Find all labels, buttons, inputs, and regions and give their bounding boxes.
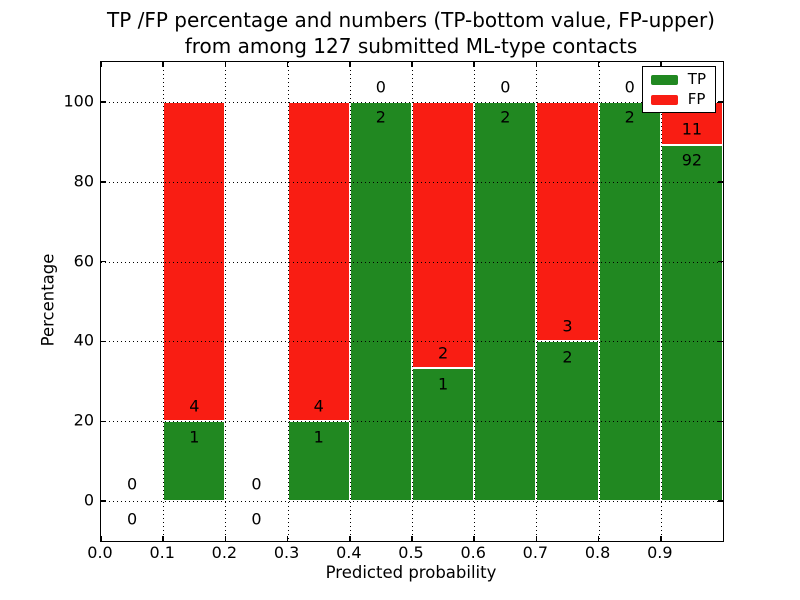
x-tick-label: 0.5 bbox=[398, 543, 424, 562]
fp-count-label: 3 bbox=[562, 316, 573, 336]
x-tick-mark bbox=[411, 536, 413, 541]
x-tick-label: 0.8 bbox=[584, 543, 611, 562]
bar-tp-segment bbox=[474, 101, 537, 502]
y-tick-mark-right bbox=[718, 500, 723, 502]
x-tick-mark-top bbox=[660, 62, 662, 67]
x-tick-label: 0.9 bbox=[647, 543, 673, 562]
fp-count-label: 0 bbox=[624, 77, 635, 97]
x-tick-label: 0.0 bbox=[87, 543, 113, 562]
bar-fp-segment bbox=[412, 101, 475, 369]
fp-count-label: 11 bbox=[681, 119, 703, 139]
bar-fp-segment bbox=[536, 101, 599, 342]
x-tick-label: 0.4 bbox=[336, 543, 362, 562]
y-tick-mark bbox=[101, 101, 106, 103]
y-tick-mark bbox=[101, 420, 106, 422]
x-tick-mark-top bbox=[224, 62, 227, 67]
x-tick-mark-top bbox=[473, 62, 475, 67]
y-tick-mark-right bbox=[718, 340, 723, 343]
tp-count-label: 0 bbox=[127, 509, 138, 529]
y-tick-mark-right bbox=[718, 181, 723, 183]
bar-tp-segment bbox=[349, 101, 412, 502]
gridline-vertical bbox=[349, 62, 351, 541]
fp-count-label: 4 bbox=[313, 396, 324, 416]
y-tick-mark bbox=[101, 181, 106, 183]
gridline-vertical bbox=[474, 62, 476, 541]
y-tick-label: 80 bbox=[73, 171, 94, 191]
legend-swatch-fp-icon bbox=[650, 94, 678, 105]
fp-count-label: 0 bbox=[127, 474, 138, 494]
x-tick-label: 0.7 bbox=[522, 543, 549, 562]
chart-title-line1: TP /FP percentage and numbers (TP-bottom… bbox=[107, 8, 715, 32]
bar-fp-segment bbox=[287, 101, 350, 422]
fp-count-label: 0 bbox=[375, 77, 386, 97]
legend-label-tp: TP bbox=[687, 70, 706, 88]
gridline-vertical bbox=[536, 62, 538, 541]
tp-count-label: 0 bbox=[251, 509, 262, 529]
x-tick-mark bbox=[162, 536, 164, 541]
fp-count-label: 2 bbox=[438, 343, 449, 363]
gridline-vertical bbox=[412, 62, 413, 541]
x-tick-mark bbox=[535, 536, 538, 541]
x-tick-mark-top bbox=[597, 62, 600, 67]
gridline-vertical bbox=[225, 62, 227, 541]
x-tick-label: 0.3 bbox=[273, 543, 300, 562]
x-tick-mark-top bbox=[100, 62, 102, 67]
tp-count-label: 2 bbox=[375, 107, 386, 127]
y-tick-mark-right bbox=[718, 260, 723, 263]
x-tick-mark bbox=[597, 536, 600, 541]
x-tick-mark bbox=[286, 536, 289, 541]
tp-count-label: 2 bbox=[562, 347, 573, 367]
x-tick-mark-top bbox=[535, 62, 538, 67]
y-tick-mark-right bbox=[718, 101, 723, 103]
tp-count-label: 1 bbox=[313, 427, 324, 447]
tp-count-label: 2 bbox=[500, 107, 511, 127]
y-tick-label: 60 bbox=[73, 251, 94, 271]
chart-title-line2: from among 127 submitted ML-type contact… bbox=[184, 34, 638, 58]
tp-count-label: 92 bbox=[681, 150, 703, 170]
x-tick-mark bbox=[660, 536, 662, 541]
x-tick-mark-top bbox=[411, 62, 413, 67]
tp-count-label: 2 bbox=[624, 107, 635, 127]
gridline-vertical bbox=[287, 62, 289, 541]
y-tick-mark bbox=[101, 340, 106, 343]
tp-count-label: 1 bbox=[438, 374, 449, 394]
x-tick-mark-top bbox=[349, 62, 351, 67]
x-tick-label: 0.6 bbox=[460, 543, 486, 562]
x-tick-mark-top bbox=[286, 62, 289, 67]
plot-area: 0 0 4 1 0 0 4 1 0 2 2 1 0 2 3 2 0 2 11 92 TP FP bbox=[100, 61, 724, 542]
legend-box: TP FP bbox=[641, 66, 716, 113]
y-tick-label: 40 bbox=[73, 330, 94, 350]
legend-entry-tp: TP bbox=[650, 70, 706, 88]
y-tick-mark-right bbox=[718, 420, 723, 422]
y-tick-label: 100 bbox=[63, 91, 94, 111]
fp-count-label: 0 bbox=[500, 77, 511, 97]
fp-count-label: 4 bbox=[189, 396, 200, 416]
x-tick-mark bbox=[224, 536, 227, 541]
x-tick-label: 0.1 bbox=[149, 543, 175, 562]
fp-count-label: 0 bbox=[251, 474, 262, 494]
legend-label-fp: FP bbox=[687, 90, 706, 108]
chart-title: TP /FP percentage and numbers (TP-bottom… bbox=[100, 7, 722, 59]
bar-fp-segment bbox=[163, 101, 226, 422]
gridline-vertical bbox=[163, 62, 165, 541]
x-tick-mark bbox=[349, 536, 351, 541]
gridline-vertical bbox=[660, 62, 662, 541]
legend-entry-fp: FP bbox=[650, 90, 706, 108]
x-axis-label: Predicted probability bbox=[325, 563, 497, 582]
y-tick-label: 0 bbox=[83, 490, 94, 510]
gridline-vertical bbox=[598, 62, 600, 541]
x-tick-mark bbox=[100, 536, 102, 541]
y-tick-mark bbox=[101, 500, 106, 502]
bar-tp-segment bbox=[598, 101, 661, 502]
tp-count-label: 1 bbox=[189, 427, 200, 447]
x-tick-mark bbox=[473, 536, 475, 541]
x-tick-mark-top bbox=[162, 62, 164, 67]
y-tick-label: 20 bbox=[73, 410, 94, 430]
legend-swatch-tp-icon bbox=[650, 74, 678, 85]
bar-tp-segment bbox=[412, 368, 475, 502]
y-tick-mark bbox=[101, 260, 106, 263]
x-tick-label: 0.2 bbox=[211, 543, 238, 562]
bar-tp-segment bbox=[660, 144, 723, 502]
